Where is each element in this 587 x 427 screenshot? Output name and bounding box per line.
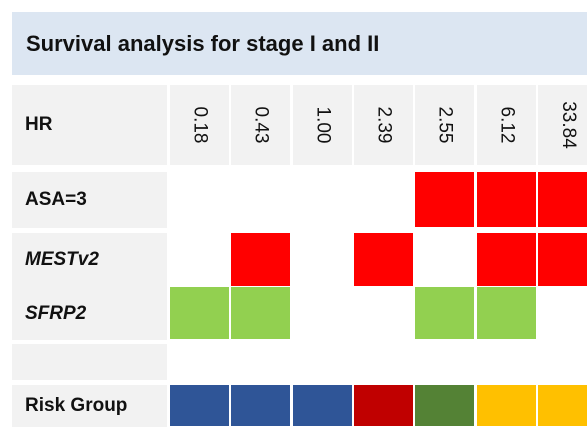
hr-cell: 2.55 <box>415 85 475 165</box>
cell-marker <box>415 172 475 227</box>
row-label: Risk Group <box>12 385 167 427</box>
cell-marker <box>537 233 587 286</box>
hr-value: 33.84 <box>557 101 579 149</box>
hr-value: 1.00 <box>312 106 334 144</box>
cell-marker <box>476 172 536 227</box>
cell-marker <box>353 233 413 286</box>
cell-marker <box>353 385 413 426</box>
cell-marker <box>476 287 536 339</box>
cell-marker <box>170 385 229 426</box>
spacer-row <box>12 344 167 380</box>
row-label: SFRP2 <box>12 287 167 340</box>
row-label: ASA=3 <box>12 172 167 228</box>
row-label: HR <box>12 85 167 165</box>
cell-marker <box>415 287 475 339</box>
hr-value: 0.43 <box>250 106 272 144</box>
cell-marker <box>231 287 291 339</box>
cell-marker <box>415 385 475 426</box>
hr-cell: 1.00 <box>292 85 352 165</box>
row-label: MESTv2 <box>12 233 167 287</box>
cell-marker <box>537 172 587 227</box>
cell-marker <box>476 385 536 426</box>
cell-marker <box>170 287 229 339</box>
hr-cell: 6.12 <box>476 85 536 165</box>
cell-marker <box>231 233 291 286</box>
hr-value: 6.12 <box>495 106 517 144</box>
cell-marker <box>231 385 291 426</box>
hr-value: 2.55 <box>434 106 456 144</box>
title: Survival analysis for stage I and II <box>12 12 587 75</box>
hr-value: 2.39 <box>373 106 395 144</box>
hr-cell: 0.18 <box>170 85 229 165</box>
cell-marker <box>476 233 536 286</box>
cell-marker <box>537 385 587 426</box>
hr-cell: 2.39 <box>353 85 413 165</box>
cell-marker <box>292 385 352 426</box>
hr-cell: 0.43 <box>231 85 291 165</box>
hr-value: 0.18 <box>189 106 211 144</box>
hr-cell: 33.84 <box>537 85 587 165</box>
